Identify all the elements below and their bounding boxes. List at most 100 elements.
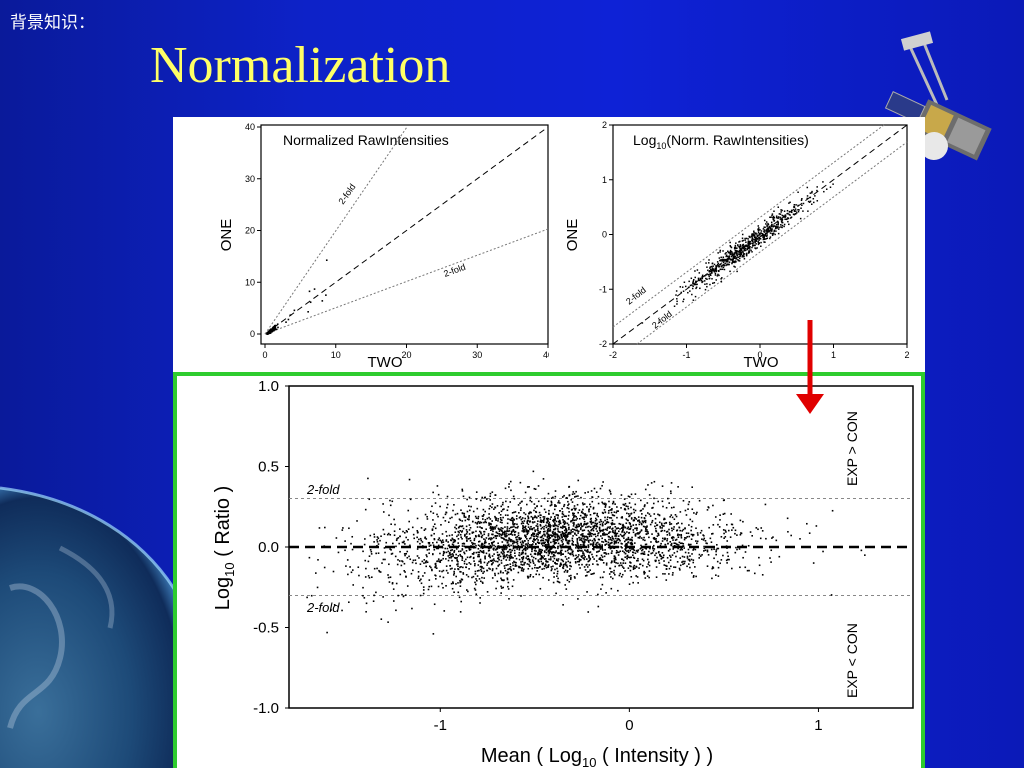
data-point [495, 517, 498, 520]
data-point [568, 548, 571, 550]
data-point [276, 323, 279, 326]
data-point [640, 529, 643, 531]
data-point [456, 557, 458, 559]
data-point [729, 241, 731, 244]
data-point [735, 253, 737, 255]
data-point [598, 538, 601, 541]
data-point [673, 518, 676, 521]
data-point [521, 560, 524, 563]
data-point [593, 572, 595, 575]
data-point [447, 572, 449, 574]
data-point [714, 272, 717, 275]
data-point [614, 526, 617, 528]
data-point [554, 523, 556, 525]
data-point [615, 537, 617, 540]
data-point [550, 551, 553, 554]
data-point [736, 548, 738, 551]
data-point [642, 538, 644, 541]
y-tick-label: 0 [602, 230, 607, 240]
data-point [533, 541, 535, 543]
data-point [468, 549, 471, 551]
data-point [533, 527, 535, 529]
data-point [506, 528, 509, 530]
data-point [822, 550, 824, 553]
data-point [602, 502, 604, 505]
data-point [526, 529, 528, 532]
data-point [381, 562, 383, 564]
data-point [567, 548, 570, 550]
data-point [688, 535, 691, 538]
data-point [504, 533, 506, 535]
data-point [738, 251, 740, 253]
data-point [500, 527, 503, 529]
data-point [632, 531, 635, 534]
data-point [565, 588, 568, 590]
data-point [640, 523, 643, 526]
data-point [610, 522, 613, 525]
data-point [488, 542, 490, 545]
data-point [516, 523, 518, 526]
data-point [595, 535, 597, 538]
data-point [688, 501, 691, 503]
data-point [457, 530, 460, 533]
data-point [576, 525, 578, 528]
data-point [547, 527, 550, 530]
data-point [653, 548, 656, 550]
data-point [398, 560, 401, 562]
data-point [747, 241, 749, 244]
data-point [639, 531, 641, 533]
data-point [399, 535, 401, 538]
data-point [308, 290, 311, 293]
data-point [653, 480, 656, 483]
data-point [682, 528, 685, 531]
data-point [726, 558, 729, 561]
data-point [830, 594, 833, 596]
data-point [451, 553, 454, 555]
data-point [560, 558, 563, 561]
data-point [747, 247, 749, 250]
data-point [545, 521, 548, 524]
data-point [377, 552, 380, 554]
data-point [605, 543, 608, 545]
data-point [516, 536, 519, 538]
data-point [566, 497, 568, 499]
data-point [555, 559, 558, 562]
data-point [480, 565, 482, 568]
data-point [706, 273, 708, 275]
data-point [577, 544, 579, 547]
data-point [667, 549, 670, 552]
data-point [622, 528, 624, 531]
data-point [649, 515, 652, 517]
data-point [601, 540, 603, 543]
data-point [454, 568, 456, 570]
data-point [315, 572, 317, 574]
data-point [478, 540, 480, 543]
data-point [529, 553, 532, 556]
data-point [577, 598, 579, 600]
data-point [384, 558, 386, 561]
x-axis-label: TWO [368, 354, 403, 371]
data-point [310, 594, 313, 597]
data-point [531, 527, 534, 530]
data-point [616, 532, 619, 535]
data-point [597, 515, 600, 518]
data-point [766, 229, 768, 232]
data-point [815, 525, 818, 527]
data-point [764, 226, 766, 229]
data-point [518, 511, 520, 514]
data-point [464, 535, 466, 537]
data-point [636, 559, 638, 562]
data-point [459, 519, 462, 522]
data-point [678, 526, 681, 529]
data-point [495, 531, 498, 533]
data-point [592, 548, 595, 550]
data-point [733, 256, 736, 259]
data-point [326, 631, 328, 634]
data-point [387, 532, 390, 535]
data-point [534, 529, 536, 531]
data-point [546, 543, 548, 546]
data-point [481, 536, 483, 539]
data-point [370, 553, 373, 555]
data-point [489, 544, 492, 547]
data-point [484, 541, 487, 544]
